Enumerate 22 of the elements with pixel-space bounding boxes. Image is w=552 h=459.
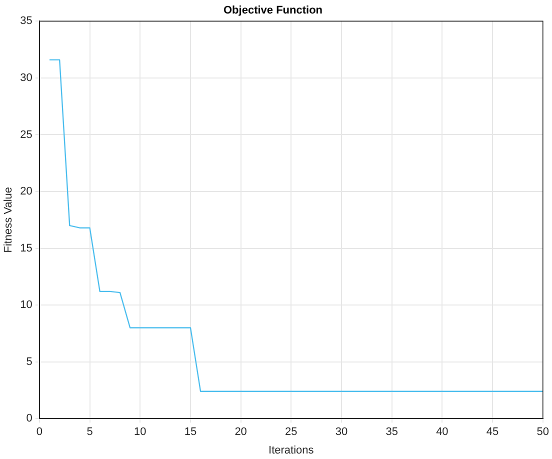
- y-tick-label: 10: [20, 299, 32, 312]
- x-tick-label: 50: [536, 426, 550, 438]
- chart-title: Objective Function: [223, 4, 323, 17]
- x-tick-label: 15: [184, 426, 197, 438]
- x-tick-label: 45: [486, 426, 499, 438]
- x-tick-label: 20: [234, 426, 247, 438]
- x-tick-label: 25: [285, 426, 298, 438]
- y-tick-label: 15: [20, 242, 32, 254]
- x-tick-label: 0: [36, 426, 42, 438]
- y-tick-label: 25: [20, 128, 32, 141]
- y-axis-title: Fitness Value: [2, 186, 15, 253]
- x-tick-label: 40: [436, 426, 448, 438]
- x-tick-label: 5: [86, 426, 93, 438]
- y-tick-label: 30: [20, 72, 32, 84]
- y-tick-label: 20: [20, 186, 32, 198]
- x-tick-label: 35: [386, 426, 398, 438]
- y-tick-label: 0: [26, 412, 32, 425]
- y-tick-label: 5: [26, 356, 32, 368]
- x-tick-label: 10: [134, 426, 146, 438]
- y-tick-label: 35: [20, 15, 32, 28]
- x-tick-label: 30: [335, 426, 348, 438]
- x-axis-title: Iterations: [268, 444, 314, 456]
